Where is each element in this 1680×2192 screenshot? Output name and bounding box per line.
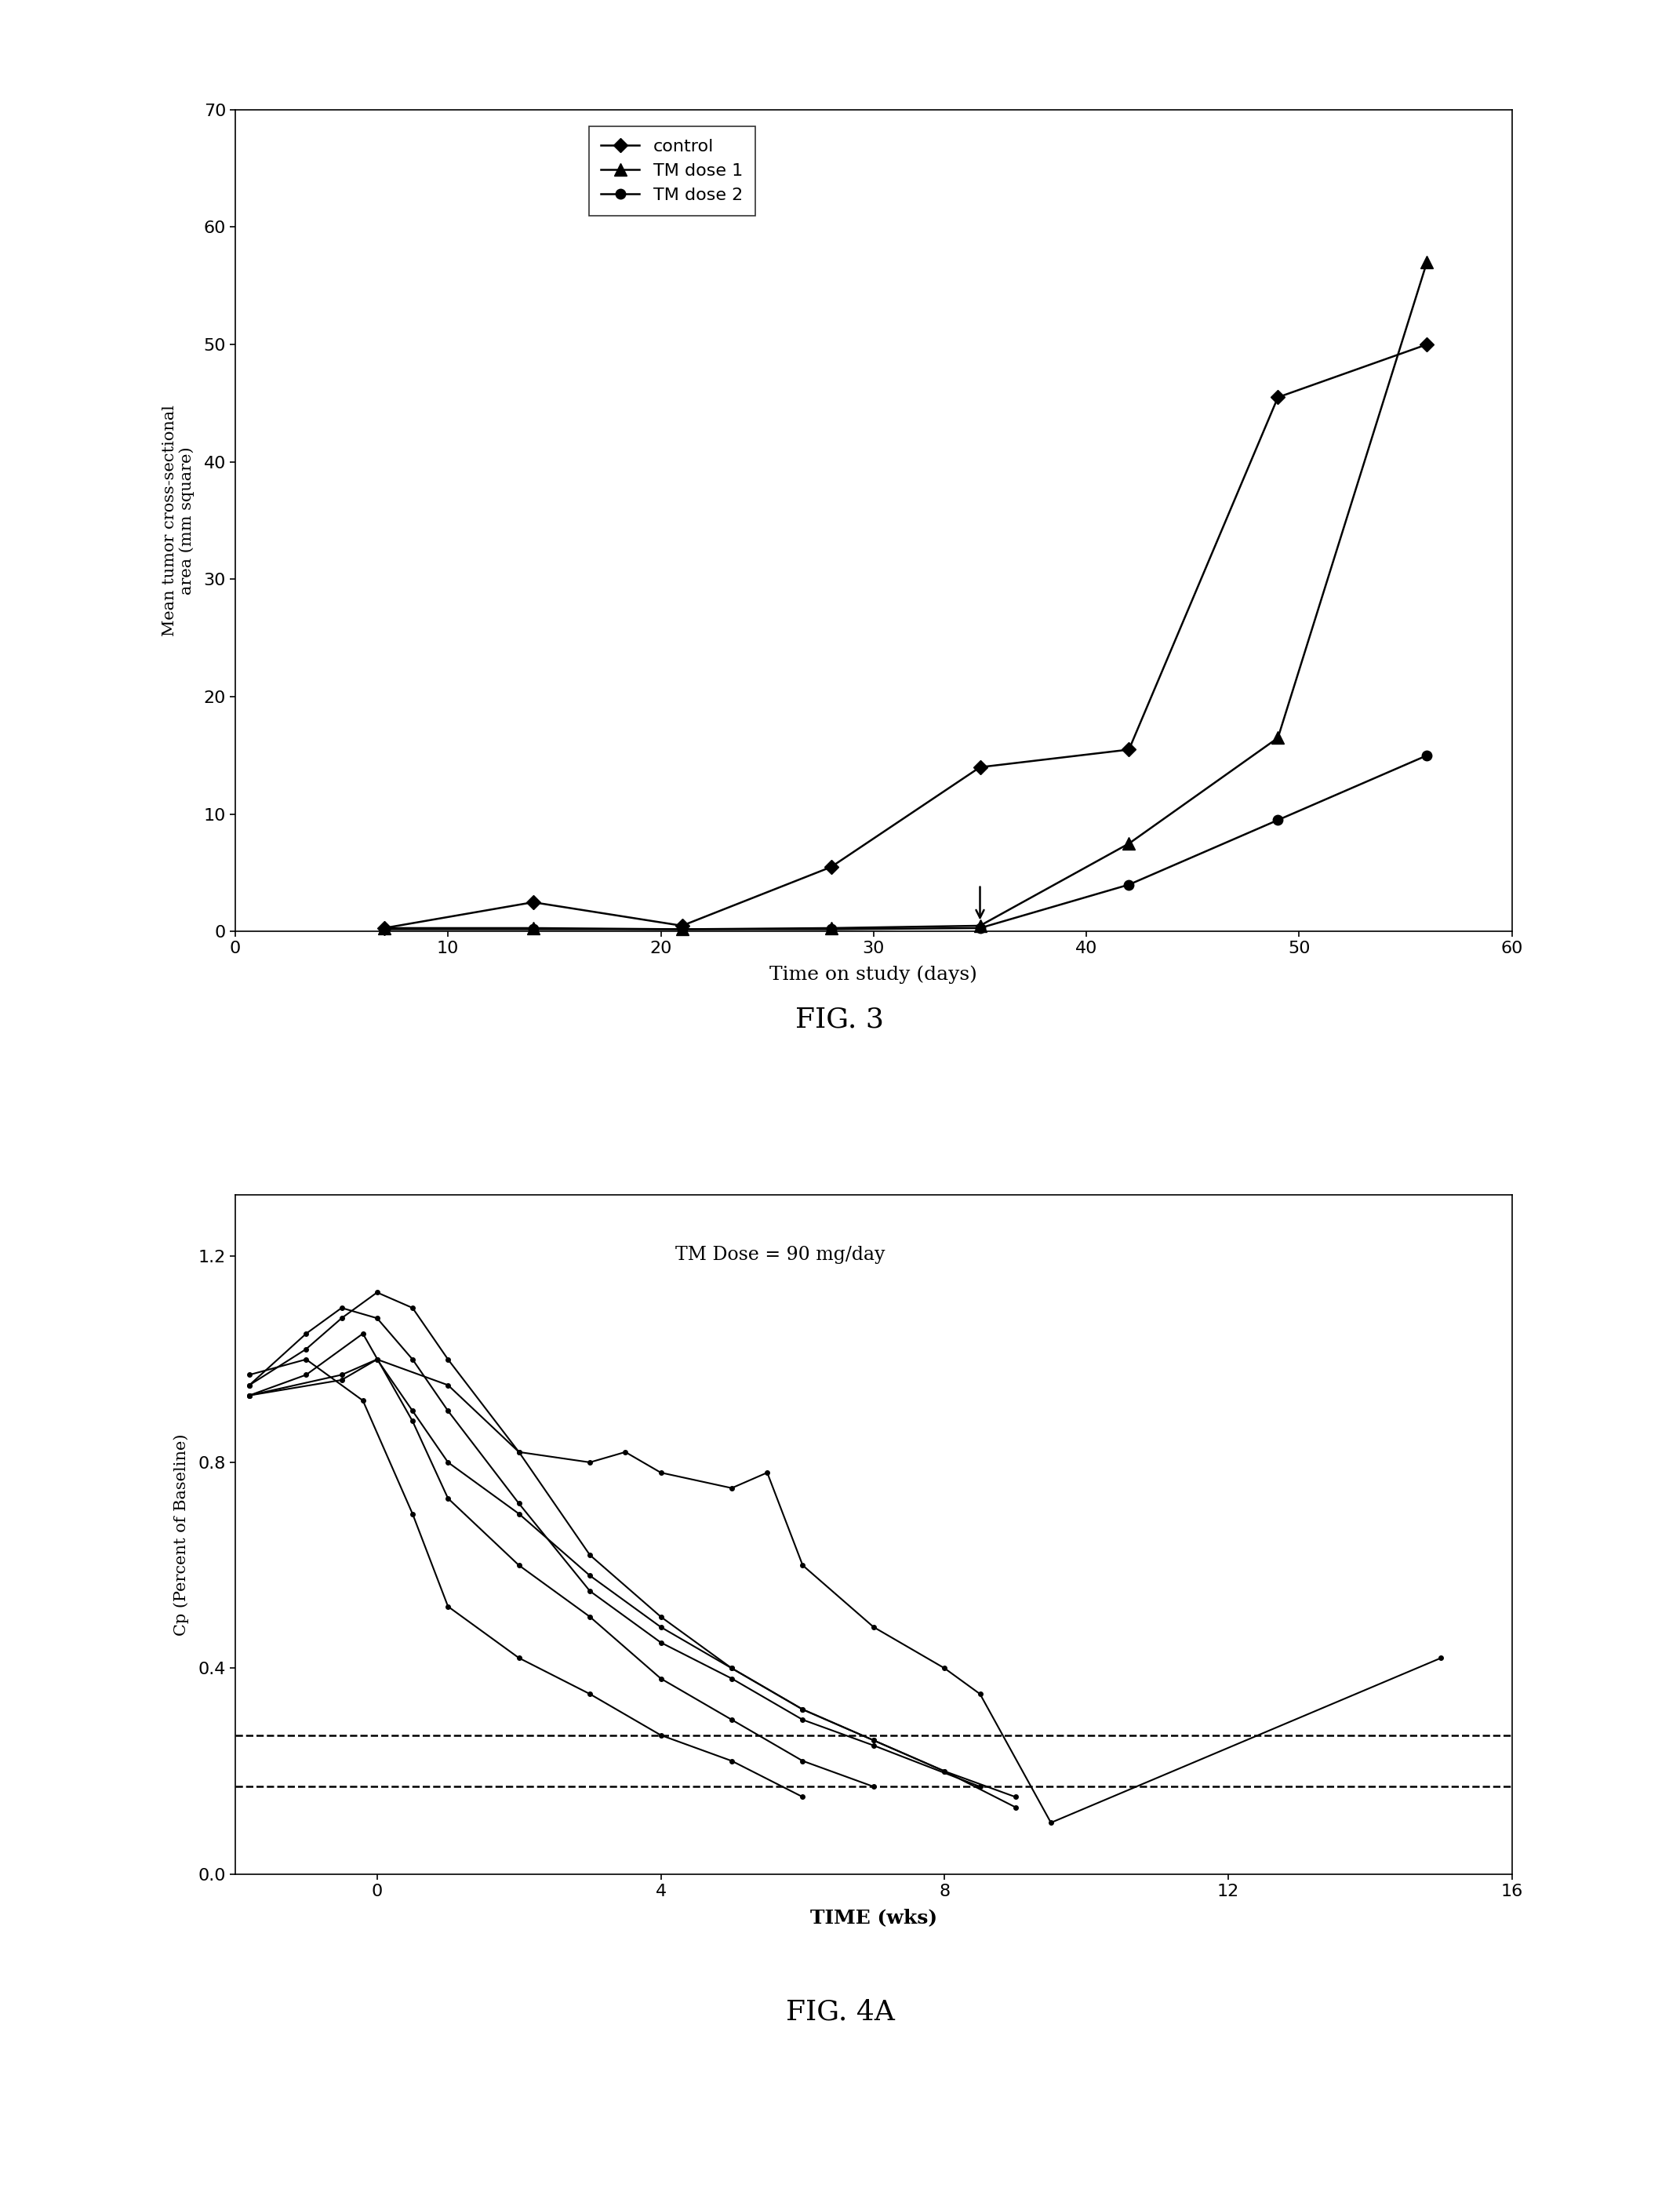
TM dose 1 <box>522 914 543 940</box>
TM dose 2 <box>1119 872 1139 899</box>
Text: TM Dose = 90 mg/day: TM Dose = 90 mg/day <box>675 1245 885 1265</box>
Text: FIG. 3: FIG. 3 <box>796 1006 884 1032</box>
Text: FIG. 4A: FIG. 4A <box>786 1999 894 2025</box>
TM dose 2 <box>969 914 990 940</box>
TM dose 1 <box>969 912 990 938</box>
TM dose 2 <box>822 916 842 943</box>
Line: control: control <box>380 340 1431 934</box>
control <box>969 754 990 780</box>
TM dose 2 <box>1416 743 1436 769</box>
X-axis label: TIME (wks): TIME (wks) <box>810 1907 937 1927</box>
control <box>375 914 395 940</box>
TM dose 2 <box>522 916 543 943</box>
TM dose 2 <box>672 916 692 943</box>
Line: TM dose 1: TM dose 1 <box>378 256 1433 936</box>
TM dose 1 <box>672 916 692 943</box>
Legend: control, TM dose 1, TM dose 2: control, TM dose 1, TM dose 2 <box>588 127 754 215</box>
control <box>672 912 692 938</box>
control <box>1416 331 1436 357</box>
control <box>1119 737 1139 763</box>
Y-axis label: Cp (Percent of Baseline): Cp (Percent of Baseline) <box>175 1434 190 1635</box>
TM dose 2 <box>375 916 395 943</box>
TM dose 1 <box>1416 250 1436 276</box>
TM dose 1 <box>1268 726 1289 752</box>
X-axis label: Time on study (days): Time on study (days) <box>769 964 978 984</box>
control <box>522 890 543 916</box>
TM dose 1 <box>1119 831 1139 857</box>
Line: TM dose 2: TM dose 2 <box>380 750 1431 934</box>
TM dose 1 <box>822 914 842 940</box>
TM dose 1 <box>375 914 395 940</box>
Y-axis label: Mean tumor cross-sectional
area (mm square): Mean tumor cross-sectional area (mm squa… <box>161 406 195 636</box>
TM dose 2 <box>1268 807 1289 833</box>
control <box>1268 384 1289 410</box>
control <box>822 855 842 881</box>
